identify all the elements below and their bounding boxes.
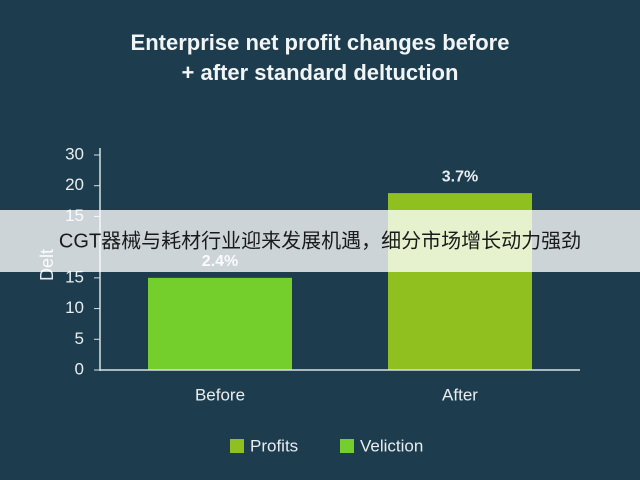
banner: [0, 210, 640, 272]
y-tick-label: 30: [65, 144, 84, 163]
y-tick-label: 10: [65, 298, 84, 317]
y-tick-label: 20: [65, 175, 84, 194]
bar: [148, 277, 292, 370]
legend-swatch: [230, 439, 244, 453]
legend-label: Veliction: [360, 436, 423, 455]
banner-text: CGT器械与耗材行业迎来发展机遇，细分市场增长动力强劲: [59, 229, 581, 252]
y-tick-label: 5: [75, 329, 84, 348]
legend-swatch: [340, 439, 354, 453]
legend-label: Profits: [250, 436, 298, 455]
x-tick-label: Before: [195, 385, 245, 404]
y-tick-label: 15: [65, 267, 84, 286]
y-tick-label: 0: [75, 359, 84, 378]
chart-title: + after standard deltuction: [182, 60, 459, 85]
legend: Profits Veliction: [230, 436, 423, 455]
x-tick-label: After: [442, 385, 478, 404]
annotation: 3.7%: [442, 168, 478, 185]
chart-title: Enterprise net profit changes before: [131, 30, 510, 55]
